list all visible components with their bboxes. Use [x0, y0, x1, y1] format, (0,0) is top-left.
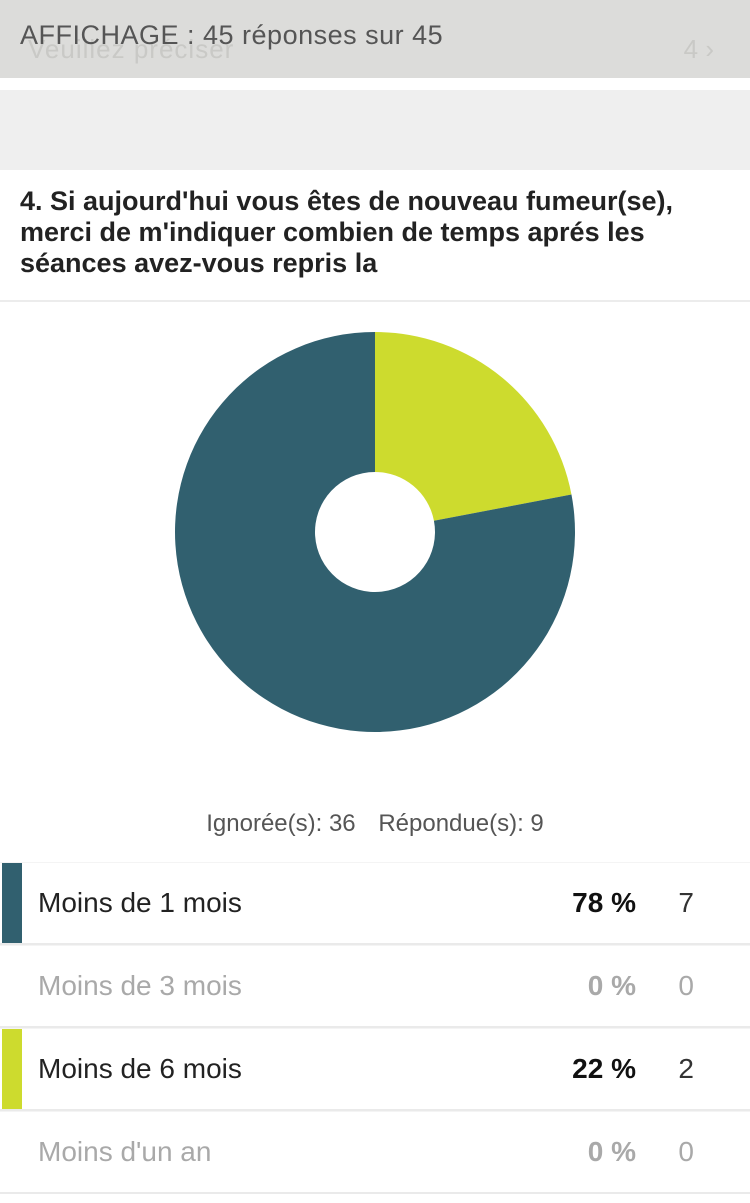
answer-percent: 78 %: [572, 887, 636, 918]
response-summary: Ignorée(s): 36 Répondue(s): 9: [0, 810, 750, 838]
answer-row[interactable]: Moins de 1 mois 78 % 7: [0, 862, 750, 945]
divider: [0, 300, 750, 302]
chart-slices: [174, 332, 575, 732]
answer-count: 7: [678, 887, 694, 918]
answer-color-bar: [2, 946, 22, 1026]
answer-count: 0: [678, 1136, 694, 1167]
header-ghost-text: Veuillez préciser: [28, 34, 235, 64]
header-ghost-number: 4 ›: [683, 34, 714, 64]
answer-list: Moins de 1 mois 78 % 7 Moins de 3 mois 0…: [0, 862, 750, 1194]
answer-percent: 0 %: [587, 1136, 636, 1167]
pie-slice[interactable]: [375, 332, 572, 521]
display-count-label[interactable]: AFFICHAGE : 45 réponses sur 45: [20, 20, 444, 50]
donut-chart: [174, 332, 575, 732]
answer-color-bar: [2, 1029, 22, 1109]
pie-slice[interactable]: [174, 332, 575, 732]
answer-label: Moins de 6 mois: [38, 1053, 242, 1084]
skipped-count: Ignorée(s): 36: [206, 810, 356, 837]
answer-percent: 0 %: [587, 970, 636, 1001]
question-title: 4. Si aujourd'hui vous êtes de nouveau f…: [20, 186, 674, 278]
answer-count: 2: [678, 1053, 694, 1084]
answer-row[interactable]: Moins de 6 mois 22 % 2: [0, 1028, 750, 1111]
answer-label: Moins de 1 mois: [38, 887, 242, 918]
spacer-band: [0, 90, 750, 170]
answered-count: Répondue(s): 9: [378, 810, 544, 837]
answer-count: 0: [678, 970, 694, 1001]
answer-label: Moins d'un an: [38, 1136, 212, 1167]
answer-color-bar: [2, 1112, 22, 1192]
answer-label: Moins de 3 mois: [38, 970, 242, 1001]
answer-color-bar: [2, 863, 22, 943]
header-bar: Veuillez préciser 4 › AFFICHAGE : 45 rép…: [0, 0, 750, 78]
answer-percent: 22 %: [572, 1053, 636, 1084]
answer-row[interactable]: Moins d'un an 0 % 0: [0, 1111, 750, 1194]
answer-row[interactable]: Moins de 3 mois 0 % 0: [0, 945, 750, 1028]
